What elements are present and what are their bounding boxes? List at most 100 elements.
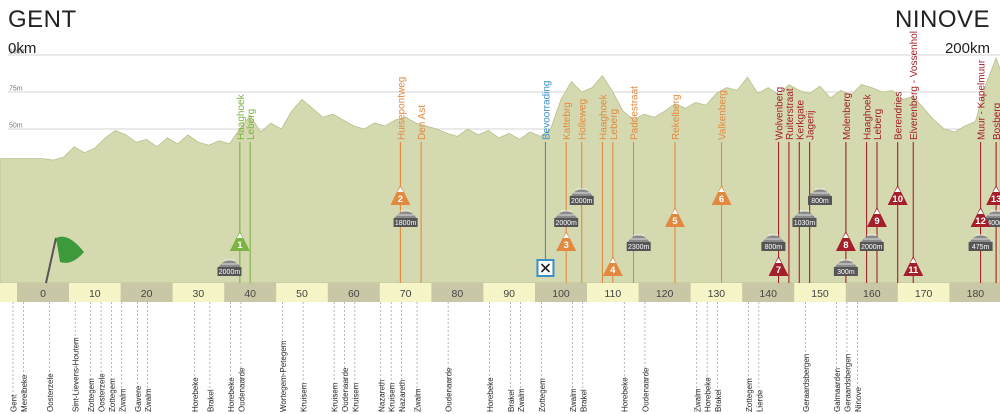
km-axis-block — [327, 283, 380, 302]
km-axis-block — [120, 283, 173, 302]
climb-name: Kattebrg — [562, 102, 573, 140]
place-name: Oudenaarde — [341, 367, 350, 412]
place-name: Zottegem — [538, 378, 547, 412]
place-name: Sint-Lievens-Houtem — [72, 337, 81, 412]
climb-marker-icon — [602, 256, 623, 276]
climb-marker-icon — [835, 231, 856, 251]
climb-name: Rekelberg — [671, 94, 682, 140]
cobble-sector-badge — [808, 196, 832, 205]
cobble-sector-length: 800m — [811, 198, 829, 205]
place-name: Zwalm — [118, 388, 127, 412]
place-name: Oudenaarde — [641, 367, 650, 412]
place-name: Zwalm — [693, 388, 702, 412]
km-tick-label: 90 — [503, 288, 515, 300]
place-name: Geraardsbergen — [843, 354, 852, 412]
cobble-sector-badge — [859, 242, 884, 251]
km-tick-label: 0 — [40, 288, 46, 300]
km-tick-label: 50 — [296, 288, 308, 300]
altitude-tick-label: 50m — [9, 123, 23, 130]
finish-city: NINOVE — [894, 6, 990, 33]
climb-marker-snowcap-icon — [236, 233, 243, 238]
climb-number: 8 — [843, 240, 848, 251]
cobble-sector-icon — [218, 260, 241, 267]
climb-marker-icon — [229, 231, 250, 251]
climb-marker-icon — [866, 207, 887, 227]
place-name: Brakel — [579, 389, 588, 412]
cobble-sector-icon — [627, 235, 650, 242]
place-name: Gent — [10, 394, 19, 412]
climb-name: Haaghoek — [236, 93, 247, 140]
place-name: Nazareth — [398, 380, 407, 412]
cobble-stones-icon — [573, 188, 590, 194]
cobble-sector-length: 800m — [765, 244, 783, 251]
cobble-sector-badge — [554, 218, 579, 227]
climb-number: 3 — [564, 240, 569, 251]
cobble-sector-length: 1800m — [395, 220, 417, 227]
climb-name: Leberg — [609, 109, 620, 140]
start-flag-pole — [45, 237, 57, 284]
place-name: Gavere — [134, 385, 143, 412]
feed-zone-name: Bevoorrading — [541, 81, 552, 140]
climb-name: Kerkgate — [795, 100, 806, 140]
km-tick-label: 110 — [604, 288, 621, 300]
climb-name: Elverenberg - Vossenhol — [909, 31, 920, 140]
cobble-sector-length: 300m — [837, 269, 855, 276]
cobble-sector-icon — [809, 189, 831, 196]
climb-marker-snowcap-icon — [609, 258, 616, 263]
km-tick-label: 140 — [759, 288, 777, 300]
place-name: Brakel — [714, 389, 723, 412]
km-tick-label: 30 — [193, 288, 205, 300]
km-axis-block — [638, 283, 691, 302]
climb-name: Bosberg — [992, 103, 1000, 140]
cobble-sector-icon — [570, 189, 593, 196]
cobble-sector-icon — [834, 260, 857, 267]
place-name: Ninove — [854, 387, 863, 412]
altitude-tick-label: 100m — [9, 49, 27, 56]
cobble-sector-badge — [569, 196, 594, 205]
cobble-sector-badge — [833, 267, 858, 276]
climb-name: Haaghoek — [863, 93, 874, 140]
cobble-stones-icon — [765, 234, 782, 240]
place-name: Brakel — [507, 389, 516, 412]
place-name: Oosterzele — [46, 373, 55, 412]
km-axis-block — [949, 283, 1000, 302]
cobble-sector-length: 1030m — [794, 220, 816, 227]
climb-number: 2 — [398, 194, 403, 205]
place-name: Nazareth — [377, 380, 386, 412]
cobble-stones-icon — [812, 188, 828, 194]
cobble-sector-length: 2000m — [571, 198, 593, 205]
cobble-stones-icon — [837, 259, 854, 265]
climb-marker-icon — [970, 207, 991, 227]
place-name: Zottegem — [87, 378, 96, 412]
cobble-stones-icon — [863, 234, 880, 240]
climb-marker-icon — [556, 231, 577, 251]
start-flag-icon — [56, 236, 84, 263]
cobble-sector-length: 2000m — [219, 269, 241, 276]
climb-marker-snowcap-icon — [977, 209, 984, 214]
climb-name: Leberg — [873, 109, 884, 140]
cobble-stones-icon — [796, 210, 813, 216]
place-name: Horebeke — [486, 377, 495, 412]
start-city: GENT — [8, 6, 77, 33]
cobble-sector-badge — [217, 267, 242, 276]
km-axis-block — [742, 283, 795, 302]
cobble-sector-badge — [761, 242, 786, 251]
cobble-sector-badge — [968, 242, 993, 251]
place-name: Kruisem — [300, 382, 309, 412]
climb-marker-snowcap-icon — [910, 258, 917, 263]
cobble-sector-badge — [792, 218, 817, 227]
place-name: Merelbeke — [20, 374, 29, 412]
climb-name: Berendries — [894, 92, 905, 140]
place-name: Zwalm — [517, 388, 526, 412]
place-name: Horebeke — [621, 377, 630, 412]
climb-marker-icon — [887, 185, 908, 205]
place-name: Galmaarden — [833, 368, 842, 412]
climb-marker-snowcap-icon — [397, 187, 404, 192]
cobble-sector-icon — [793, 211, 816, 218]
climb-marker-snowcap-icon — [993, 187, 1000, 192]
climb-marker-snowcap-icon — [842, 233, 849, 238]
feed-zone-cross-icon — [540, 263, 551, 273]
place-name: Horebeke — [704, 377, 713, 412]
cobble-sector-length: 2000m — [861, 244, 883, 251]
km-tick-label: 100 — [552, 288, 570, 300]
